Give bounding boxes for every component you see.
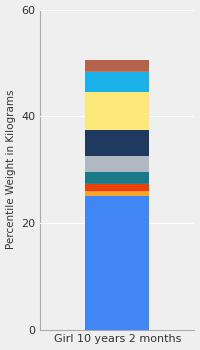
Bar xyxy=(85,196,149,330)
Bar xyxy=(85,172,149,183)
Y-axis label: Percentile Weight in Kilograms: Percentile Weight in Kilograms xyxy=(6,90,16,249)
Bar xyxy=(85,60,149,71)
Bar xyxy=(85,130,149,156)
Bar xyxy=(85,156,149,172)
Bar xyxy=(85,71,149,92)
Bar xyxy=(85,191,149,196)
Bar xyxy=(85,92,149,130)
Bar xyxy=(85,183,149,191)
